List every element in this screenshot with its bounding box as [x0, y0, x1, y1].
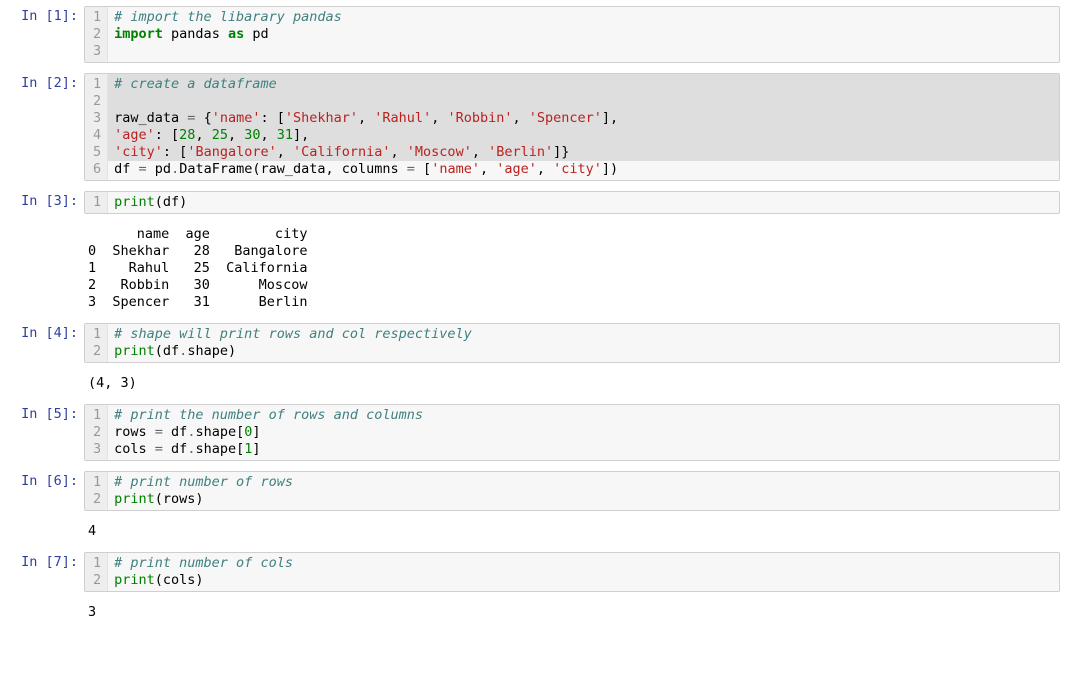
- input-cell: In [7]:12# print number of colsprint(col…: [6, 552, 1060, 592]
- input-cell: In [4]:12# shape will print rows and col…: [6, 323, 1060, 363]
- code-area[interactable]: 123456# create a dataframe raw_data = {'…: [84, 73, 1060, 181]
- input-prompt: In [3]:: [6, 191, 84, 209]
- input-prompt: In [6]:: [6, 471, 84, 489]
- input-prompt: In [7]:: [6, 552, 84, 570]
- code-body[interactable]: # import the libarary pandasimport panda…: [108, 7, 1059, 62]
- output-cell: (4, 3): [6, 373, 1060, 394]
- output-prompt: [6, 602, 84, 604]
- code-body[interactable]: # shape will print rows and col respecti…: [108, 324, 1059, 362]
- line-gutter: 123456: [85, 74, 108, 180]
- input-cell: In [3]:1print(df): [6, 191, 1060, 214]
- output-prompt: [6, 373, 84, 375]
- code-area[interactable]: 123# print the number of rows and column…: [84, 404, 1060, 461]
- code-area[interactable]: 123# import the libarary pandasimport pa…: [84, 6, 1060, 63]
- output-text: 3: [84, 602, 1060, 623]
- input-cell: In [6]:12# print number of rowsprint(row…: [6, 471, 1060, 511]
- input-prompt: In [5]:: [6, 404, 84, 422]
- code-body[interactable]: print(df): [108, 192, 1059, 213]
- line-gutter: 123: [85, 7, 108, 62]
- input-prompt: In [4]:: [6, 323, 84, 341]
- input-cell: In [1]:123# import the libarary pandasim…: [6, 6, 1060, 63]
- input-cell: In [5]:123# print the number of rows and…: [6, 404, 1060, 461]
- output-text: name age city 0 Shekhar 28 Bangalore 1 R…: [84, 224, 1060, 313]
- code-body[interactable]: # print number of colsprint(cols): [108, 553, 1059, 591]
- input-prompt: In [1]:: [6, 6, 84, 24]
- line-gutter: 12: [85, 472, 108, 510]
- output-prompt: [6, 224, 84, 226]
- line-gutter: 123: [85, 405, 108, 460]
- notebook-container: In [1]:123# import the libarary pandasim…: [6, 6, 1060, 623]
- code-area[interactable]: 12# print number of rowsprint(rows): [84, 471, 1060, 511]
- output-cell: 4: [6, 521, 1060, 542]
- input-cell: In [2]:123456# create a dataframe raw_da…: [6, 73, 1060, 181]
- code-body[interactable]: # print number of rowsprint(rows): [108, 472, 1059, 510]
- code-body[interactable]: # print the number of rows and columnsro…: [108, 405, 1059, 460]
- output-cell: name age city 0 Shekhar 28 Bangalore 1 R…: [6, 224, 1060, 313]
- code-area[interactable]: 12# print number of colsprint(cols): [84, 552, 1060, 592]
- line-gutter: 12: [85, 553, 108, 591]
- line-gutter: 1: [85, 192, 108, 213]
- code-area[interactable]: 1print(df): [84, 191, 1060, 214]
- code-area[interactable]: 12# shape will print rows and col respec…: [84, 323, 1060, 363]
- output-cell: 3: [6, 602, 1060, 623]
- line-gutter: 12: [85, 324, 108, 362]
- output-prompt: [6, 521, 84, 523]
- input-prompt: In [2]:: [6, 73, 84, 91]
- code-body[interactable]: # create a dataframe raw_data = {'name':…: [108, 74, 1059, 180]
- output-text: (4, 3): [84, 373, 1060, 394]
- output-text: 4: [84, 521, 1060, 542]
